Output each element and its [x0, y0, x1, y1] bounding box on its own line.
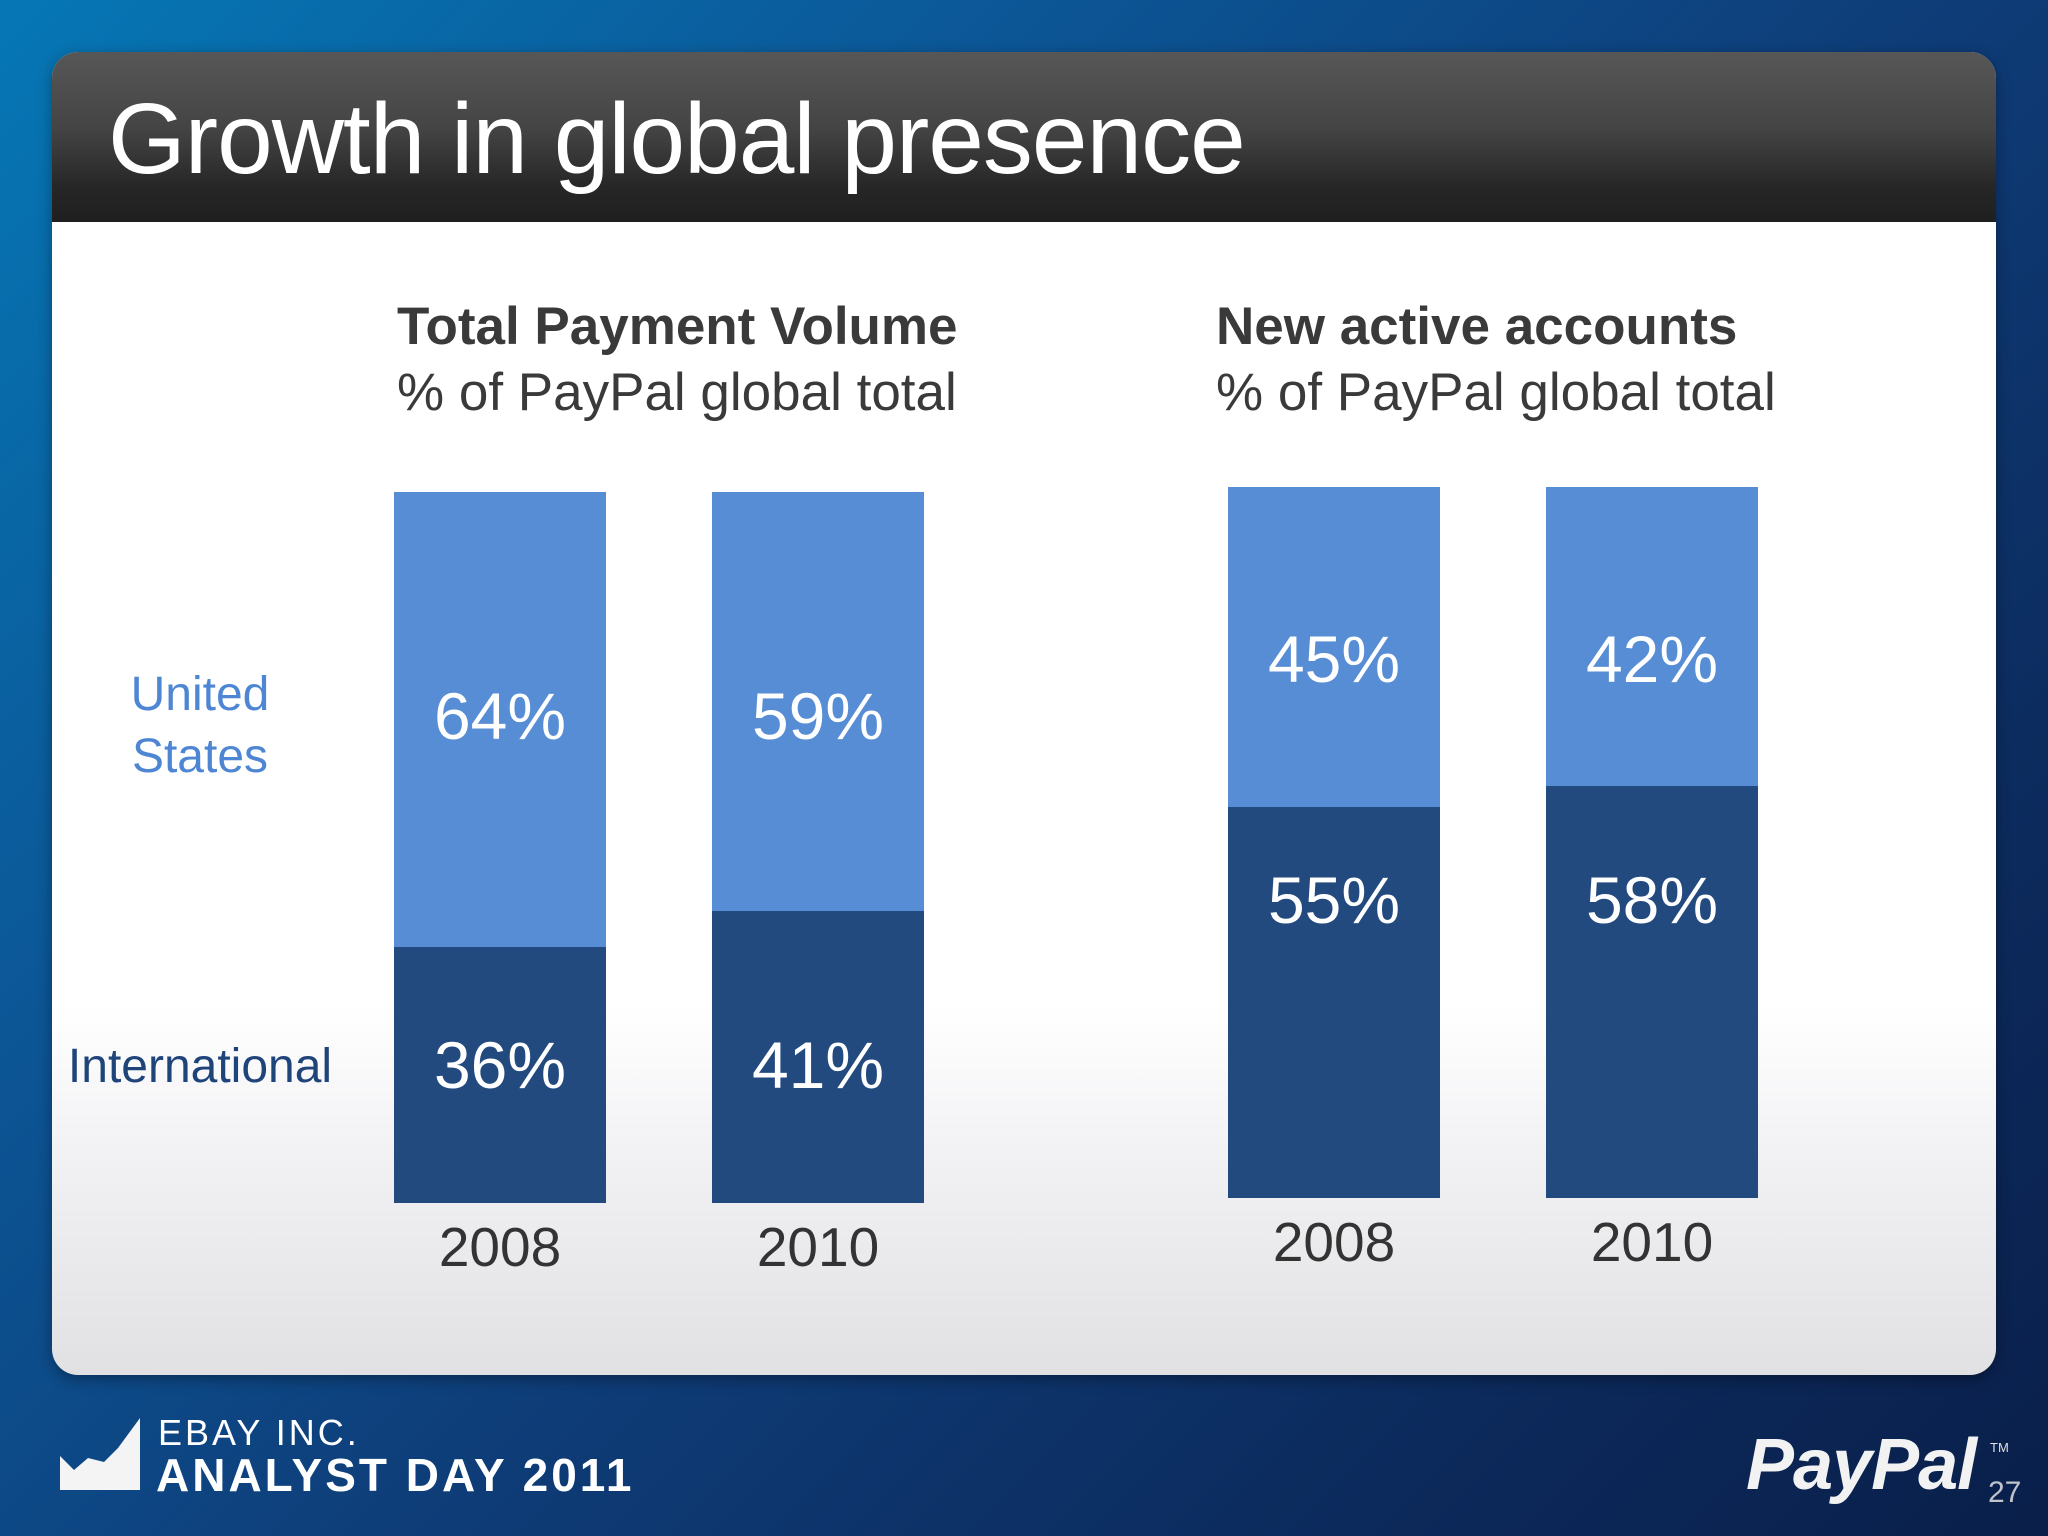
legend-us-line2: States	[131, 730, 269, 783]
tpv-2010-intl-value: 41%	[751, 1028, 885, 1102]
naa-2010-us-value: 42%	[1585, 622, 1719, 696]
legend-us-line1: United	[130, 668, 270, 721]
tpv-2010-intl-segment: 41%	[712, 911, 924, 1203]
tpv-2008-us-value: 64%	[433, 679, 567, 753]
tpv-2008-intl-value: 36%	[433, 1028, 567, 1102]
title-bar: Growth in global presence	[52, 52, 1996, 222]
tpv-year-2010: 2010	[756, 1216, 880, 1278]
naa-2010-intl-segment: 58%	[1546, 786, 1758, 1198]
tpv-bar-2010: 59% 41%	[712, 492, 924, 1203]
naa-2008-us-segment: 45%	[1228, 487, 1440, 807]
tpv-2010-us-value: 59%	[751, 679, 885, 753]
naa-2010-us-segment: 42%	[1546, 487, 1758, 786]
naa-chart-subtitle: % of PayPal global total	[1216, 363, 1776, 422]
naa-2010-intl-value: 58%	[1585, 863, 1719, 937]
naa-2008-intl-value: 55%	[1267, 863, 1401, 937]
naa-2008-intl-segment: 55%	[1228, 807, 1440, 1198]
footer-company: EBAY INC.	[158, 1412, 360, 1453]
slide-title: Growth in global presence	[108, 83, 1246, 195]
tpv-2008-us-segment: 64%	[394, 492, 606, 947]
ebay-analyst-day-logo-icon	[60, 1418, 140, 1490]
naa-bar-2008: 45% 55%	[1228, 487, 1440, 1198]
tpv-2010-us-segment: 59%	[712, 492, 924, 911]
tpv-chart-subtitle: % of PayPal global total	[397, 363, 957, 422]
tpv-bar-2008: 64% 36%	[394, 492, 606, 1203]
naa-chart-title: New active accounts	[1216, 297, 1738, 356]
tpv-chart-heading: Total Payment Volume % of PayPal global …	[397, 294, 958, 426]
footer-event: ANALYST DAY 2011	[156, 1449, 635, 1501]
tpv-2008-intl-segment: 36%	[394, 947, 606, 1203]
naa-2008-us-value: 45%	[1267, 622, 1401, 696]
naa-bar-2010: 42% 58%	[1546, 487, 1758, 1198]
tpv-year-2008: 2008	[438, 1216, 562, 1278]
page-number: 27	[1988, 1476, 2022, 1509]
trademark-symbol: TM	[1990, 1440, 2009, 1455]
naa-chart-heading: New active accounts % of PayPal global t…	[1216, 294, 1776, 426]
naa-year-2008: 2008	[1272, 1211, 1396, 1273]
naa-year-2010: 2010	[1590, 1211, 1714, 1273]
paypal-logo: PayPal	[1746, 1425, 1977, 1505]
tpv-chart-title: Total Payment Volume	[397, 297, 958, 356]
legend-united-states: United States	[100, 664, 300, 788]
legend-international: International	[67, 1040, 333, 1093]
